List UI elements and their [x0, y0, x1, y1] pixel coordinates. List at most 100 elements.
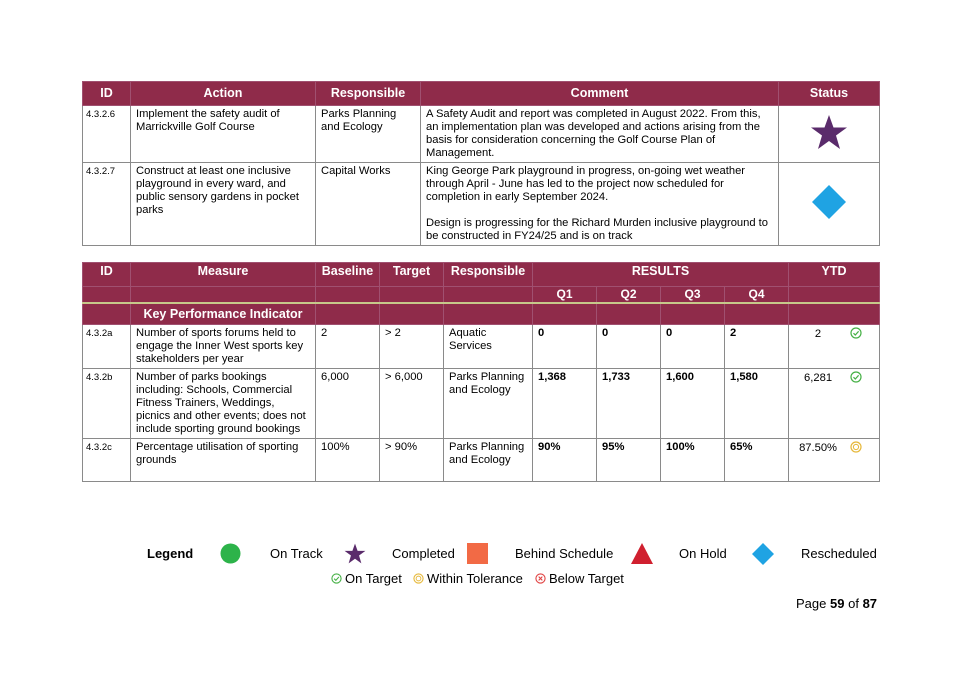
- legend-below-target: Below Target: [535, 571, 624, 586]
- header-target: Target: [379, 262, 444, 287]
- ytd-value: 87.50%: [799, 442, 838, 454]
- row-measure: Percentage utilisation of sporting groun…: [130, 438, 316, 482]
- kpi-subheader-row: Key Performance Indicator: [82, 302, 881, 325]
- row-responsible: Capital Works: [315, 162, 421, 246]
- header-results: RESULTS: [531, 262, 790, 287]
- row-action: Construct at least one inclusive playgro…: [130, 162, 316, 246]
- row-responsible: Parks Planning and Ecology: [443, 368, 533, 439]
- legend-rescheduled: Rescheduled: [801, 546, 877, 561]
- within-tolerance-icon: [850, 441, 862, 453]
- row-responsible: Parks Planning and Ecology: [315, 105, 421, 163]
- diamond-icon: [812, 185, 846, 219]
- row-baseline: 2: [315, 324, 380, 369]
- row-ytd: 2: [788, 324, 881, 369]
- row-responsible: Parks Planning and Ecology: [443, 438, 533, 482]
- header-measure: Measure: [130, 262, 316, 287]
- row-status: [778, 162, 880, 246]
- on-target-icon: [331, 573, 342, 584]
- legend-on-hold: On Hold: [679, 546, 727, 561]
- ytd-value: 2: [814, 328, 822, 340]
- star-icon: [344, 543, 366, 564]
- row-q2: 95%: [596, 438, 661, 482]
- table-row: 4.3.2.6 Implement the safety audit of Ma…: [82, 105, 880, 163]
- header-id: ID: [82, 262, 131, 287]
- table-row: 4.3.2a Number of sports forums held to e…: [82, 324, 881, 369]
- circle-icon: [220, 543, 241, 564]
- header-q4: Q4: [723, 286, 790, 304]
- row-id: 4.3.2.6: [82, 105, 131, 163]
- row-q1: 0: [532, 324, 597, 369]
- row-q4: 2: [723, 324, 790, 369]
- diamond-icon: [752, 543, 774, 565]
- row-target: > 2: [379, 324, 444, 369]
- page-number: Page 59 of 87: [796, 596, 878, 611]
- table-row: 4.3.2.7 Construct at least one inclusive…: [82, 162, 880, 246]
- row-q3: 1,600: [660, 368, 725, 439]
- within-tolerance-icon: [413, 573, 424, 584]
- legend-on-target: On Target: [331, 571, 402, 586]
- header-kpi: Key Performance Indicator: [130, 302, 316, 325]
- row-baseline: 100%: [315, 438, 380, 482]
- row-q3: 0: [660, 324, 725, 369]
- row-ytd: 87.50%: [788, 438, 881, 482]
- row-baseline: 6,000: [315, 368, 380, 439]
- row-comment: A Safety Audit and report was completed …: [420, 105, 779, 163]
- table-row: 4.3.2c Percentage utilisation of sportin…: [82, 438, 881, 482]
- on-target-icon: [850, 371, 862, 383]
- page-current: 59: [830, 596, 845, 611]
- legend-on-track: On Track: [270, 546, 323, 561]
- on-target-icon: [850, 327, 862, 339]
- action-table: ID Action Responsible Comment Status 4.3…: [82, 81, 880, 246]
- row-q1: 1,368: [532, 368, 597, 439]
- header-ytd: YTD: [788, 262, 881, 287]
- header-id: ID: [82, 81, 131, 106]
- row-q1: 90%: [532, 438, 597, 482]
- row-ytd: 6,281: [788, 368, 881, 439]
- star-icon: [811, 115, 847, 149]
- comment-paragraph: Design is progressing for the Richard Mu…: [426, 217, 769, 242]
- table-row: 4.3.2b Number of parks bookings includin…: [82, 368, 881, 439]
- header-responsible: Responsible: [443, 262, 533, 287]
- header-status: Status: [778, 81, 880, 106]
- square-icon: [467, 543, 488, 564]
- legend: Legend On Track Completed Behind Schedul…: [0, 539, 955, 569]
- row-id: 4.3.2b: [82, 368, 131, 439]
- comment-paragraph: King George Park playground in progress,…: [426, 165, 746, 203]
- legend-behind-schedule: Behind Schedule: [515, 546, 614, 561]
- header-q1: Q1: [532, 286, 597, 304]
- row-responsible: Aquatic Services: [443, 324, 533, 369]
- below-target-icon: [535, 573, 546, 584]
- kpi-quarter-row: Q1 Q2 Q3 Q4: [82, 286, 881, 304]
- legend-completed: Completed: [392, 546, 455, 561]
- row-q2: 1,733: [596, 368, 661, 439]
- legend-title: Legend: [147, 546, 194, 561]
- header-q3: Q3: [660, 286, 725, 304]
- header-baseline: Baseline: [315, 262, 380, 287]
- ytd-value: 6,281: [804, 372, 833, 384]
- row-comment: King George Park playground in progress,…: [420, 162, 779, 246]
- legend-within-tolerance: Within Tolerance: [413, 571, 523, 586]
- kpi-header-row: ID Measure Baseline Target Responsible R…: [82, 262, 881, 287]
- action-table-header: ID Action Responsible Comment Status: [82, 81, 880, 106]
- row-q4: 1,580: [723, 368, 790, 439]
- kpi-table: ID Measure Baseline Target Responsible R…: [82, 262, 881, 482]
- row-measure: Number of parks bookings including: Scho…: [130, 368, 316, 439]
- row-q3: 100%: [660, 438, 725, 482]
- page-total: 87: [862, 596, 878, 611]
- triangle-icon: [631, 543, 653, 564]
- row-q2: 0: [596, 324, 661, 369]
- row-status: [778, 105, 880, 163]
- row-measure: Number of sports forums held to engage t…: [130, 324, 316, 369]
- row-q4: 65%: [723, 438, 790, 482]
- header-responsible: Responsible: [315, 81, 421, 106]
- comment-paragraph: A Safety Audit and report was completed …: [426, 108, 761, 159]
- row-id: 4.3.2a: [82, 324, 131, 369]
- header-action: Action: [130, 81, 316, 106]
- header-q2: Q2: [596, 286, 661, 304]
- row-action: Implement the safety audit of Marrickvil…: [130, 105, 316, 163]
- row-target: > 90%: [379, 438, 444, 482]
- row-target: > 6,000: [379, 368, 444, 439]
- row-id: 4.3.2.7: [82, 162, 131, 246]
- header-comment: Comment: [420, 81, 779, 106]
- row-id: 4.3.2c: [82, 438, 131, 482]
